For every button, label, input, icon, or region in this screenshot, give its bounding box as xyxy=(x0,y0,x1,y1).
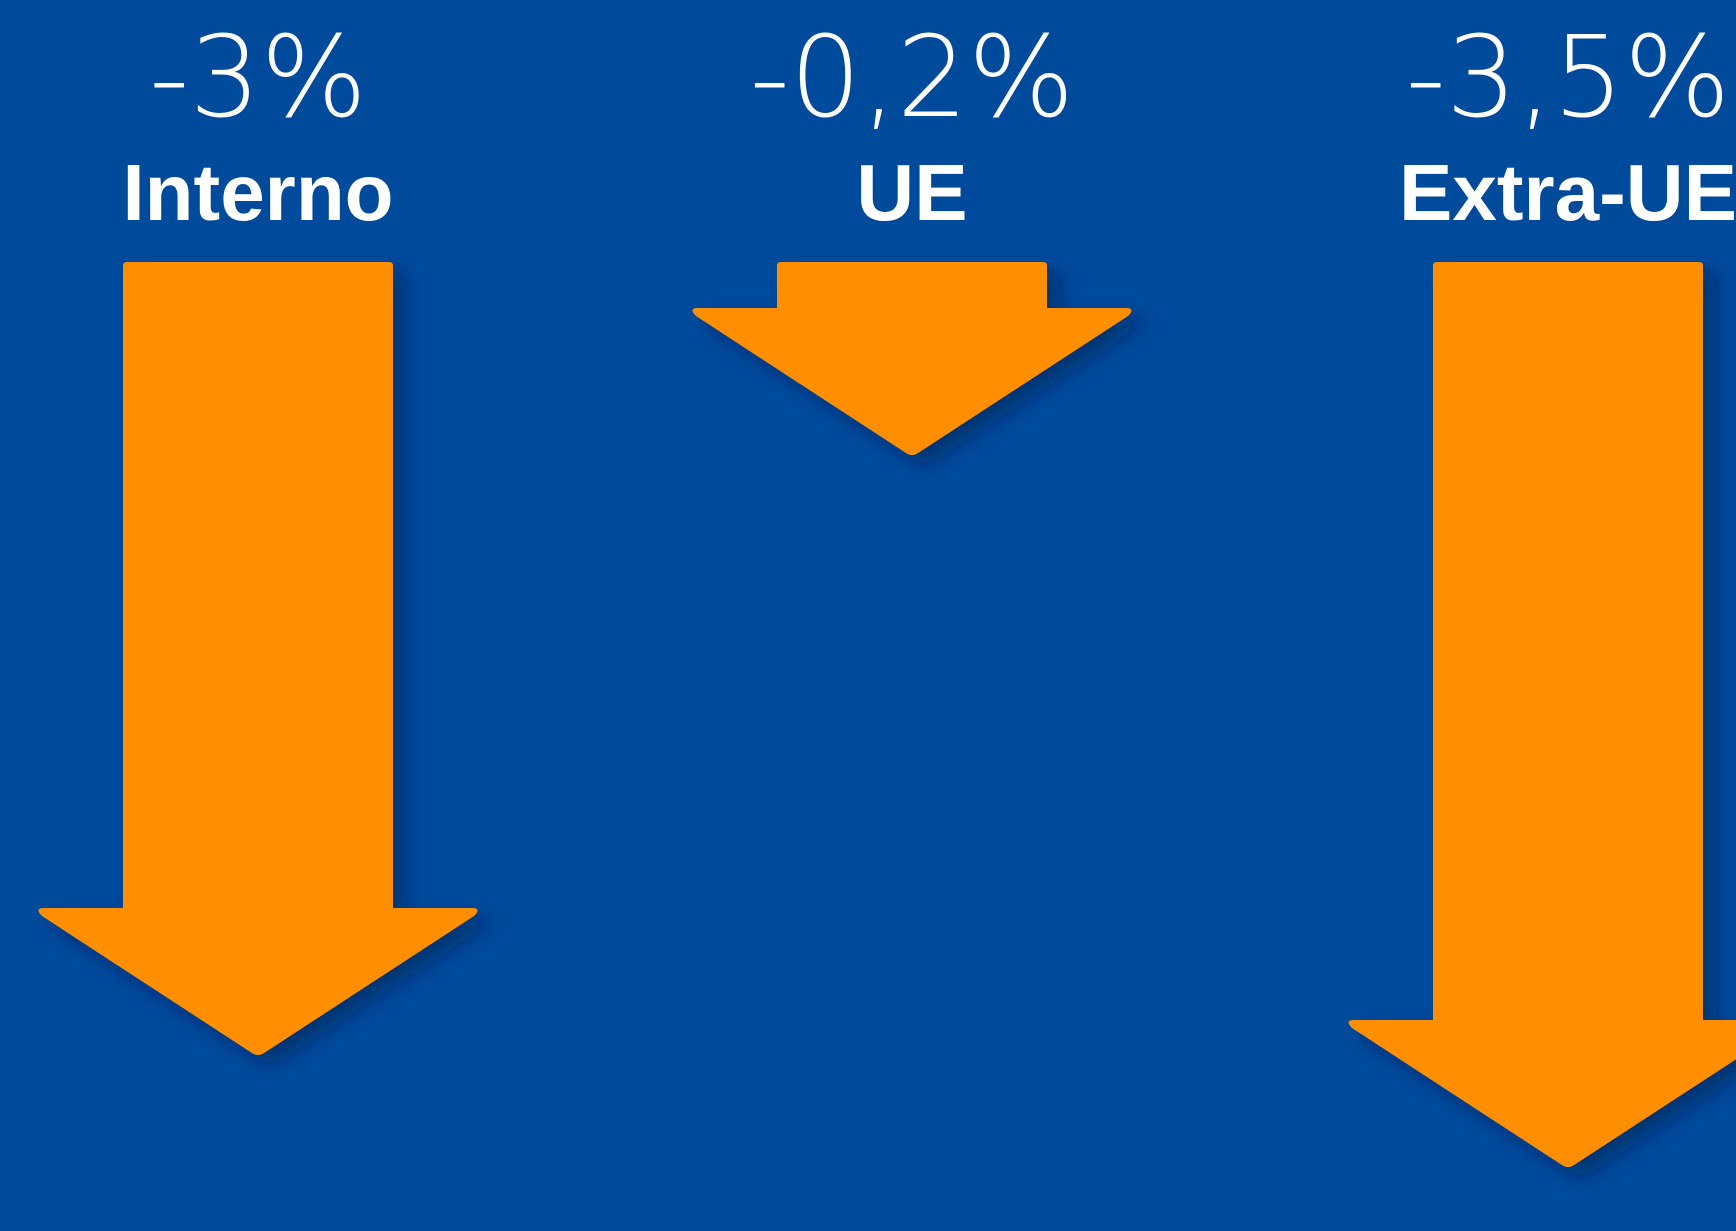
labels-layer: -3%Interno -0,2%UE -3,5%Extra-UE xyxy=(122,13,1736,237)
arrow-ue xyxy=(692,262,1132,455)
value-label-interno: -3% xyxy=(149,13,367,143)
arrow-marks xyxy=(38,262,1736,1167)
arrow-interno xyxy=(38,262,478,1055)
category-label-extra-ue: Extra-UE xyxy=(1399,148,1736,237)
category-label-ue: UE xyxy=(856,148,967,237)
value-label-extra-ue: -3,5% xyxy=(1406,13,1731,143)
value-label-ue: -0,2% xyxy=(750,13,1075,143)
category-label-interno: Interno xyxy=(122,148,393,237)
arrow-extra-ue xyxy=(1348,262,1736,1167)
